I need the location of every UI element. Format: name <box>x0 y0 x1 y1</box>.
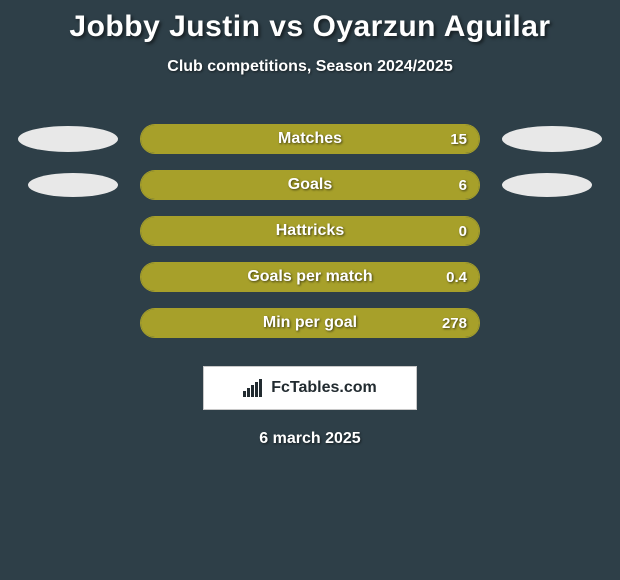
stat-row: Goals per match0.4 <box>0 262 620 292</box>
stat-bar: Goals per match0.4 <box>140 262 480 292</box>
stat-bar: Matches15 <box>140 124 480 154</box>
stat-row: Hattricks0 <box>0 216 620 246</box>
stat-bar: Goals6 <box>140 170 480 200</box>
comparison-chart: Matches15 Goals6 Hattricks0 Goals per match… <box>0 124 620 338</box>
stat-label: Goals <box>141 171 479 199</box>
stat-value: 6 <box>459 171 467 199</box>
stat-label: Min per goal <box>141 309 479 337</box>
stat-row: Min per goal278 <box>0 308 620 338</box>
page-subtitle: Club competitions, Season 2024/2025 <box>167 58 452 76</box>
stat-label: Matches <box>141 125 479 153</box>
player-left-placeholder <box>18 126 118 152</box>
player-right-placeholder <box>502 310 602 336</box>
player-left-placeholder <box>18 310 118 336</box>
stat-row: Matches15 <box>0 124 620 154</box>
stat-label: Hattricks <box>141 217 479 245</box>
stat-bar: Hattricks0 <box>140 216 480 246</box>
date-label: 6 march 2025 <box>259 430 360 448</box>
player-right-placeholder <box>502 218 602 244</box>
brand-text: FcTables.com <box>271 379 377 397</box>
container: Jobby Justin vs Oyarzun Aguilar Club com… <box>0 0 620 448</box>
stat-row: Goals6 <box>0 170 620 200</box>
stat-label: Goals per match <box>141 263 479 291</box>
stat-bar: Min per goal278 <box>140 308 480 338</box>
player-left-placeholder <box>18 218 118 244</box>
bars-icon <box>243 379 265 397</box>
player-right-placeholder <box>502 264 602 290</box>
brand-badge[interactable]: FcTables.com <box>203 366 417 410</box>
stat-value: 0 <box>459 217 467 245</box>
stat-value: 278 <box>442 309 467 337</box>
page-title: Jobby Justin vs Oyarzun Aguilar <box>69 10 550 44</box>
player-left-placeholder <box>18 264 118 290</box>
stat-value: 15 <box>450 125 467 153</box>
player-right-placeholder <box>502 126 602 152</box>
stat-value: 0.4 <box>446 263 467 291</box>
player-left-placeholder <box>28 173 118 197</box>
player-right-placeholder <box>502 173 592 197</box>
